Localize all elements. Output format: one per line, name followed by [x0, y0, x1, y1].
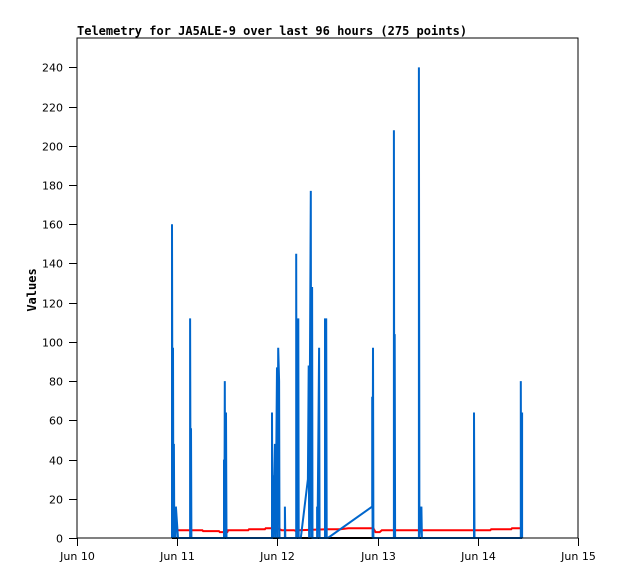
- y-axis-label: Values: [25, 268, 39, 311]
- x-tick-label: Jun 15: [560, 550, 596, 563]
- x-tick-label: Jun 13: [360, 550, 396, 563]
- y-tick-label: 0: [56, 533, 63, 546]
- plot-frame: [76, 37, 579, 539]
- y-tick-label: 180: [42, 180, 63, 193]
- y-axis: 0 20 40 60 80 100 120 140 160 180 200 220 240: [42, 62, 77, 546]
- chart-title: Telemetry for JA5ALE-9 over last 96 hour…: [77, 24, 467, 38]
- y-tick-label: 80: [49, 376, 63, 389]
- series-layer: [171, 67, 524, 539]
- y-tick-label: 60: [49, 415, 63, 428]
- series-blue-line: [171, 67, 524, 539]
- y-tick-label: 200: [42, 141, 63, 154]
- x-tick-label: Jun 14: [460, 550, 496, 563]
- x-tick-label: Jun 12: [259, 550, 295, 563]
- y-tick-label: 100: [42, 337, 63, 350]
- x-tick-label: Jun 10: [59, 550, 95, 563]
- y-tick-label: 140: [42, 258, 63, 271]
- y-tick-label: 240: [42, 62, 63, 75]
- y-tick-label: 40: [49, 455, 63, 468]
- y-tick-label: 20: [49, 494, 63, 507]
- y-tick-label: 120: [42, 298, 63, 311]
- y-tick-label: 160: [42, 219, 63, 232]
- y-tick-label: 220: [42, 102, 63, 115]
- x-tick-label: Jun 11: [159, 550, 195, 563]
- x-axis: Jun 10 Jun 11 Jun 12 Jun 13 Jun 14 Jun 15: [59, 538, 596, 563]
